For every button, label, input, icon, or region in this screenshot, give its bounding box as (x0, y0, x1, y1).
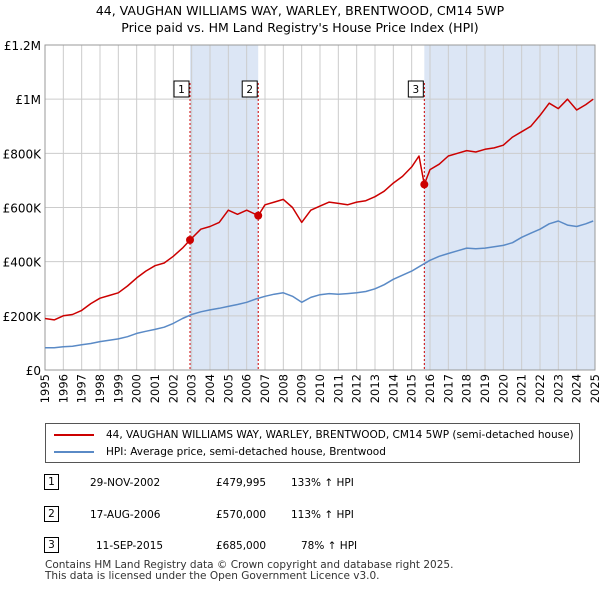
x-tick-label: 2019 (478, 374, 492, 403)
transaction-date: 29-NOV-2002 (90, 477, 161, 489)
y-tick-label: £600K (3, 202, 43, 216)
transaction-date: 11-SEP-2015 (96, 540, 164, 552)
sale-point (254, 211, 263, 220)
sale-label-box: 2 (241, 80, 258, 98)
transaction-price: £479,995 (216, 477, 267, 489)
sale-label-box: 3 (407, 80, 424, 98)
sale-label: 3 (412, 84, 419, 96)
y-tick-label: £1.2M (4, 39, 41, 53)
legend-item-property: 44, VAUGHAN WILLIAMS WAY, WARLEY, BRENTW… (54, 427, 574, 443)
transaction-number: 1 (44, 474, 59, 490)
transaction-number: 3 (44, 537, 59, 553)
x-tick-label: 2018 (460, 374, 474, 403)
legend-swatch-property (54, 434, 94, 436)
x-tick-label: 2022 (533, 374, 547, 403)
x-tick-label: 2002 (166, 374, 180, 403)
y-tick-label: £400K (3, 256, 43, 270)
x-tick-label: 2016 (423, 374, 437, 403)
x-tick-label: 2025 (588, 374, 600, 403)
chart-title: 44, VAUGHAN WILLIAMS WAY, WARLEY, BRENTW… (95, 3, 505, 18)
x-tick-label: 2001 (148, 374, 162, 403)
legend-label-hpi: HPI: Average price, semi-detached house,… (106, 446, 386, 458)
sale-point (420, 180, 429, 189)
x-tick-label: 2020 (496, 374, 510, 403)
x-tick-label: 2011 (331, 374, 345, 403)
x-tick-label: 1999 (111, 374, 125, 403)
legend-swatch-hpi (54, 451, 94, 453)
x-tick-label: 2008 (276, 374, 290, 403)
sale-label-box: 1 (173, 80, 190, 98)
sale-label: 1 (178, 84, 185, 96)
property-price-line (44, 98, 594, 321)
sale-point (186, 236, 195, 245)
x-tick-label: 2003 (185, 374, 199, 403)
x-tick-label: 2017 (441, 374, 455, 403)
x-tick-label: 1995 (38, 374, 52, 403)
x-tick-label: 2007 (258, 374, 272, 403)
legend: 44, VAUGHAN WILLIAMS WAY, WARLEY, BRENTW… (45, 423, 580, 463)
footer-line-1: Contains HM Land Registry data © Crown c… (45, 559, 454, 571)
sale-label: 2 (246, 84, 253, 96)
x-tick-label: 2004 (203, 374, 217, 403)
transaction-price: £685,000 (216, 540, 267, 552)
footer: Contains HM Land Registry data © Crown c… (45, 560, 453, 582)
x-tick-label: 2000 (130, 374, 144, 403)
x-tick-label: 2013 (368, 374, 382, 403)
transaction-price: £570,000 (216, 509, 267, 521)
chart-subtitle: Price paid vs. HM Land Registry's House … (121, 20, 479, 35)
transaction-date: 17-AUG-2006 (90, 509, 161, 521)
transaction-number: 2 (44, 506, 59, 522)
transaction-hpi: 78% ↑ HPI (301, 540, 358, 552)
x-tick-label: 2014 (386, 374, 400, 403)
x-tick-label: 2010 (313, 374, 327, 403)
x-tick-label: 2024 (570, 374, 584, 403)
hpi-line (45, 220, 594, 349)
sale-label-frame (241, 80, 258, 98)
x-tick-label: 1998 (93, 374, 107, 403)
sale-label-frame (173, 80, 190, 98)
x-tick-label: 2009 (295, 374, 309, 403)
x-tick-label: 2005 (221, 374, 235, 403)
y-tick-label: £0 (26, 364, 41, 378)
plot-frame (44, 44, 596, 371)
footer-line-2: This data is licensed under the Open Gov… (45, 570, 380, 582)
x-tick-label: 2023 (551, 374, 565, 403)
transaction-hpi: 133% ↑ HPI (291, 477, 354, 489)
x-tick-label: 1996 (56, 374, 70, 403)
y-tick-label: £800K (3, 147, 43, 161)
sale-label-frame (407, 80, 424, 98)
y-tick-label: £1M (15, 93, 41, 107)
x-tick-label: 2012 (350, 374, 364, 403)
transaction-hpi: 113% ↑ HPI (291, 509, 354, 521)
legend-item-hpi: HPI: Average price, semi-detached house,… (54, 444, 386, 460)
legend-label-property: 44, VAUGHAN WILLIAMS WAY, WARLEY, BRENTW… (106, 429, 574, 441)
x-tick-label: 2006 (240, 374, 254, 403)
y-tick-label: £200K (3, 310, 43, 324)
x-tick-label: 1997 (75, 374, 89, 403)
x-tick-label: 2015 (405, 374, 419, 403)
price-chart: 1 2 3 £0 £200K £400K £600K £800K £1M £1.2M 1995 1… (3, 39, 600, 403)
x-tick-label: 2021 (515, 374, 529, 403)
